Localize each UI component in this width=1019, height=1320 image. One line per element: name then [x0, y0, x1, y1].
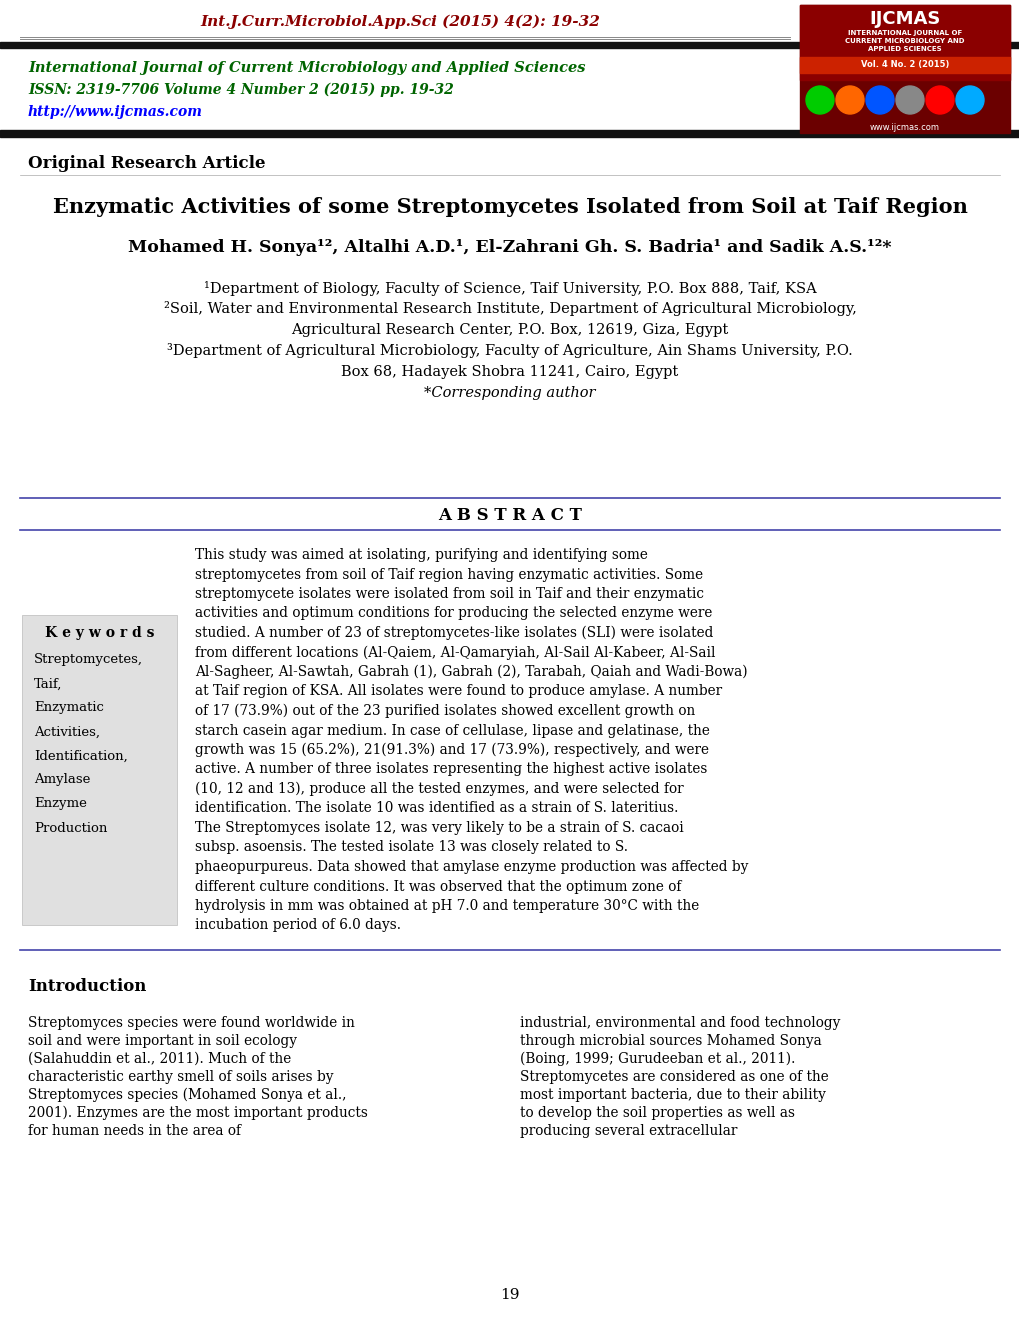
Text: most important bacteria, due to their ability: most important bacteria, due to their ab…	[520, 1088, 825, 1102]
Text: producing several extracellular: producing several extracellular	[520, 1125, 737, 1138]
Text: INTERNATIONAL JOURNAL OF: INTERNATIONAL JOURNAL OF	[847, 30, 961, 36]
Text: at Taif region of KSA. All isolates were found to produce amylase. A number: at Taif region of KSA. All isolates were…	[195, 685, 721, 698]
Text: Enzymatic: Enzymatic	[34, 701, 104, 714]
Bar	[799, 5, 1009, 133]
Text: to develop the soil properties as well as: to develop the soil properties as well a…	[520, 1106, 794, 1119]
Text: *Corresponding author: *Corresponding author	[424, 385, 595, 400]
Text: A B S T R A C T: A B S T R A C T	[437, 507, 582, 524]
Text: streptomycete isolates were isolated from soil in Taif and their enzymatic: streptomycete isolates were isolated fro…	[195, 587, 703, 601]
Text: Streptomycetes,: Streptomycetes,	[34, 653, 143, 667]
Text: IJCMAS: IJCMAS	[868, 11, 940, 28]
Circle shape	[836, 86, 863, 114]
Text: ³Department of Agricultural Microbiology, Faculty of Agriculture, Ain Shams Univ: ³Department of Agricultural Microbiology…	[167, 343, 852, 359]
Text: ¹Department of Biology, Faculty of Science, Taif University, P.O. Box 888, Taif,: ¹Department of Biology, Faculty of Scien…	[204, 281, 815, 296]
Text: Streptomyces species were found worldwide in: Streptomyces species were found worldwid…	[28, 1016, 355, 1030]
Text: The Streptomyces isolate 12, was very likely to be a strain of S. cacaoi: The Streptomyces isolate 12, was very li…	[195, 821, 683, 836]
Circle shape	[955, 86, 983, 114]
Text: subsp. asoensis. The tested isolate 13 was closely related to S.: subsp. asoensis. The tested isolate 13 w…	[195, 841, 628, 854]
Text: Amylase: Amylase	[34, 774, 91, 787]
Text: different culture conditions. It was observed that the optimum zone of: different culture conditions. It was obs…	[195, 879, 681, 894]
Text: www.ijcmas.com: www.ijcmas.com	[869, 123, 940, 132]
Text: incubation period of 6.0 days.: incubation period of 6.0 days.	[195, 919, 400, 932]
Text: Activities,: Activities,	[34, 726, 100, 738]
Text: (Salahuddin et al., 2011). Much of the: (Salahuddin et al., 2011). Much of the	[28, 1052, 291, 1067]
Text: Box 68, Hadayek Shobra 11241, Cairo, Egypt: Box 68, Hadayek Shobra 11241, Cairo, Egy…	[341, 366, 678, 379]
Text: from different locations (Al-Qaiem, Al-Qamaryiah, Al-Sail Al-Kabeer, Al-Sail: from different locations (Al-Qaiem, Al-Q…	[195, 645, 714, 660]
Text: studied. A number of 23 of streptomycetes-like isolates (SLI) were isolated: studied. A number of 23 of streptomycete…	[195, 626, 712, 640]
Text: Original Research Article: Original Research Article	[28, 154, 265, 172]
Bar	[799, 5, 1009, 81]
Text: APPLIED SCIENCES: APPLIED SCIENCES	[867, 46, 941, 51]
Bar	[0, 129, 1019, 137]
Text: ²Soil, Water and Environmental Research Institute, Department of Agricultural Mi: ²Soil, Water and Environmental Research …	[163, 301, 856, 317]
Text: CURRENT MICROBIOLOGY AND: CURRENT MICROBIOLOGY AND	[845, 38, 964, 44]
Text: starch casein agar medium. In case of cellulase, lipase and gelatinase, the: starch casein agar medium. In case of ce…	[195, 723, 709, 738]
Text: active. A number of three isolates representing the highest active isolates: active. A number of three isolates repre…	[195, 763, 707, 776]
Text: Identification,: Identification,	[34, 750, 127, 763]
Bar	[0, 42, 1019, 48]
Text: soil and were important in soil ecology: soil and were important in soil ecology	[28, 1034, 297, 1048]
Text: Int.J.Curr.Microbiol.App.Sci (2015) 4(2): 19-32: Int.J.Curr.Microbiol.App.Sci (2015) 4(2)…	[200, 15, 599, 29]
Text: (10, 12 and 13), produce all the tested enzymes, and were selected for: (10, 12 and 13), produce all the tested …	[195, 781, 683, 796]
Text: growth was 15 (65.2%), 21(91.3%) and 17 (73.9%), respectively, and were: growth was 15 (65.2%), 21(91.3%) and 17 …	[195, 743, 708, 758]
Text: International Journal of Current Microbiology and Applied Sciences: International Journal of Current Microbi…	[28, 61, 585, 75]
Text: of 17 (73.9%) out of the 23 purified isolates showed excellent growth on: of 17 (73.9%) out of the 23 purified iso…	[195, 704, 695, 718]
Text: Taif,: Taif,	[34, 677, 62, 690]
Text: http://www.ijcmas.com: http://www.ijcmas.com	[28, 106, 203, 119]
Text: through microbial sources Mohamed Sonya: through microbial sources Mohamed Sonya	[520, 1034, 821, 1048]
Text: This study was aimed at isolating, purifying and identifying some: This study was aimed at isolating, purif…	[195, 548, 647, 562]
Text: hydrolysis in mm was obtained at pH 7.0 and temperature 30°C with the: hydrolysis in mm was obtained at pH 7.0 …	[195, 899, 699, 913]
Text: activities and optimum conditions for producing the selected enzyme were: activities and optimum conditions for pr…	[195, 606, 711, 620]
Text: identification. The isolate 10 was identified as a strain of S. lateritius.: identification. The isolate 10 was ident…	[195, 801, 678, 816]
Text: for human needs in the area of: for human needs in the area of	[28, 1125, 240, 1138]
Text: phaeopurpureus. Data showed that amylase enzyme production was affected by: phaeopurpureus. Data showed that amylase…	[195, 861, 748, 874]
Text: Vol. 4 No. 2 (2015): Vol. 4 No. 2 (2015)	[860, 61, 949, 70]
Text: streptomycetes from soil of Taif region having enzymatic activities. Some: streptomycetes from soil of Taif region …	[195, 568, 702, 582]
Text: ISSN: 2319-7706 Volume 4 Number 2 (2015) pp. 19-32: ISSN: 2319-7706 Volume 4 Number 2 (2015)…	[28, 83, 453, 98]
Text: Production: Production	[34, 821, 107, 834]
Text: characteristic earthy smell of soils arises by: characteristic earthy smell of soils ari…	[28, 1071, 333, 1084]
Circle shape	[805, 86, 834, 114]
Circle shape	[895, 86, 923, 114]
Text: Introduction: Introduction	[28, 978, 147, 995]
Text: industrial, environmental and food technology: industrial, environmental and food techn…	[520, 1016, 840, 1030]
Circle shape	[925, 86, 953, 114]
Text: K e y w o r d s: K e y w o r d s	[45, 626, 154, 640]
Text: 19: 19	[499, 1288, 520, 1302]
Bar	[22, 615, 177, 925]
Text: Streptomycetes are considered as one of the: Streptomycetes are considered as one of …	[520, 1071, 828, 1084]
Text: Enzymatic Activities of some Streptomycetes Isolated from Soil at Taif Region: Enzymatic Activities of some Streptomyce…	[53, 197, 966, 216]
Text: Al-Sagheer, Al-Sawtah, Gabrah (1), Gabrah (2), Tarabah, Qaiah and Wadi-Bowa): Al-Sagheer, Al-Sawtah, Gabrah (1), Gabra…	[195, 665, 747, 680]
Text: Agricultural Research Center, P.O. Box, 12619, Giza, Egypt: Agricultural Research Center, P.O. Box, …	[291, 323, 728, 337]
Text: Streptomyces species (Mohamed Sonya et al.,: Streptomyces species (Mohamed Sonya et a…	[28, 1088, 346, 1102]
Text: Enzyme: Enzyme	[34, 797, 87, 810]
Text: (Boing, 1999; Gurudeeban et al., 2011).: (Boing, 1999; Gurudeeban et al., 2011).	[520, 1052, 795, 1067]
Circle shape	[865, 86, 893, 114]
Text: Mohamed H. Sonya¹², Altalhi A.D.¹, El-Zahrani Gh. S. Badria¹ and Sadik A.S.¹²*: Mohamed H. Sonya¹², Altalhi A.D.¹, El-Za…	[128, 239, 891, 256]
Text: 2001). Enzymes are the most important products: 2001). Enzymes are the most important pr…	[28, 1106, 368, 1121]
Bar	[799, 57, 1009, 73]
